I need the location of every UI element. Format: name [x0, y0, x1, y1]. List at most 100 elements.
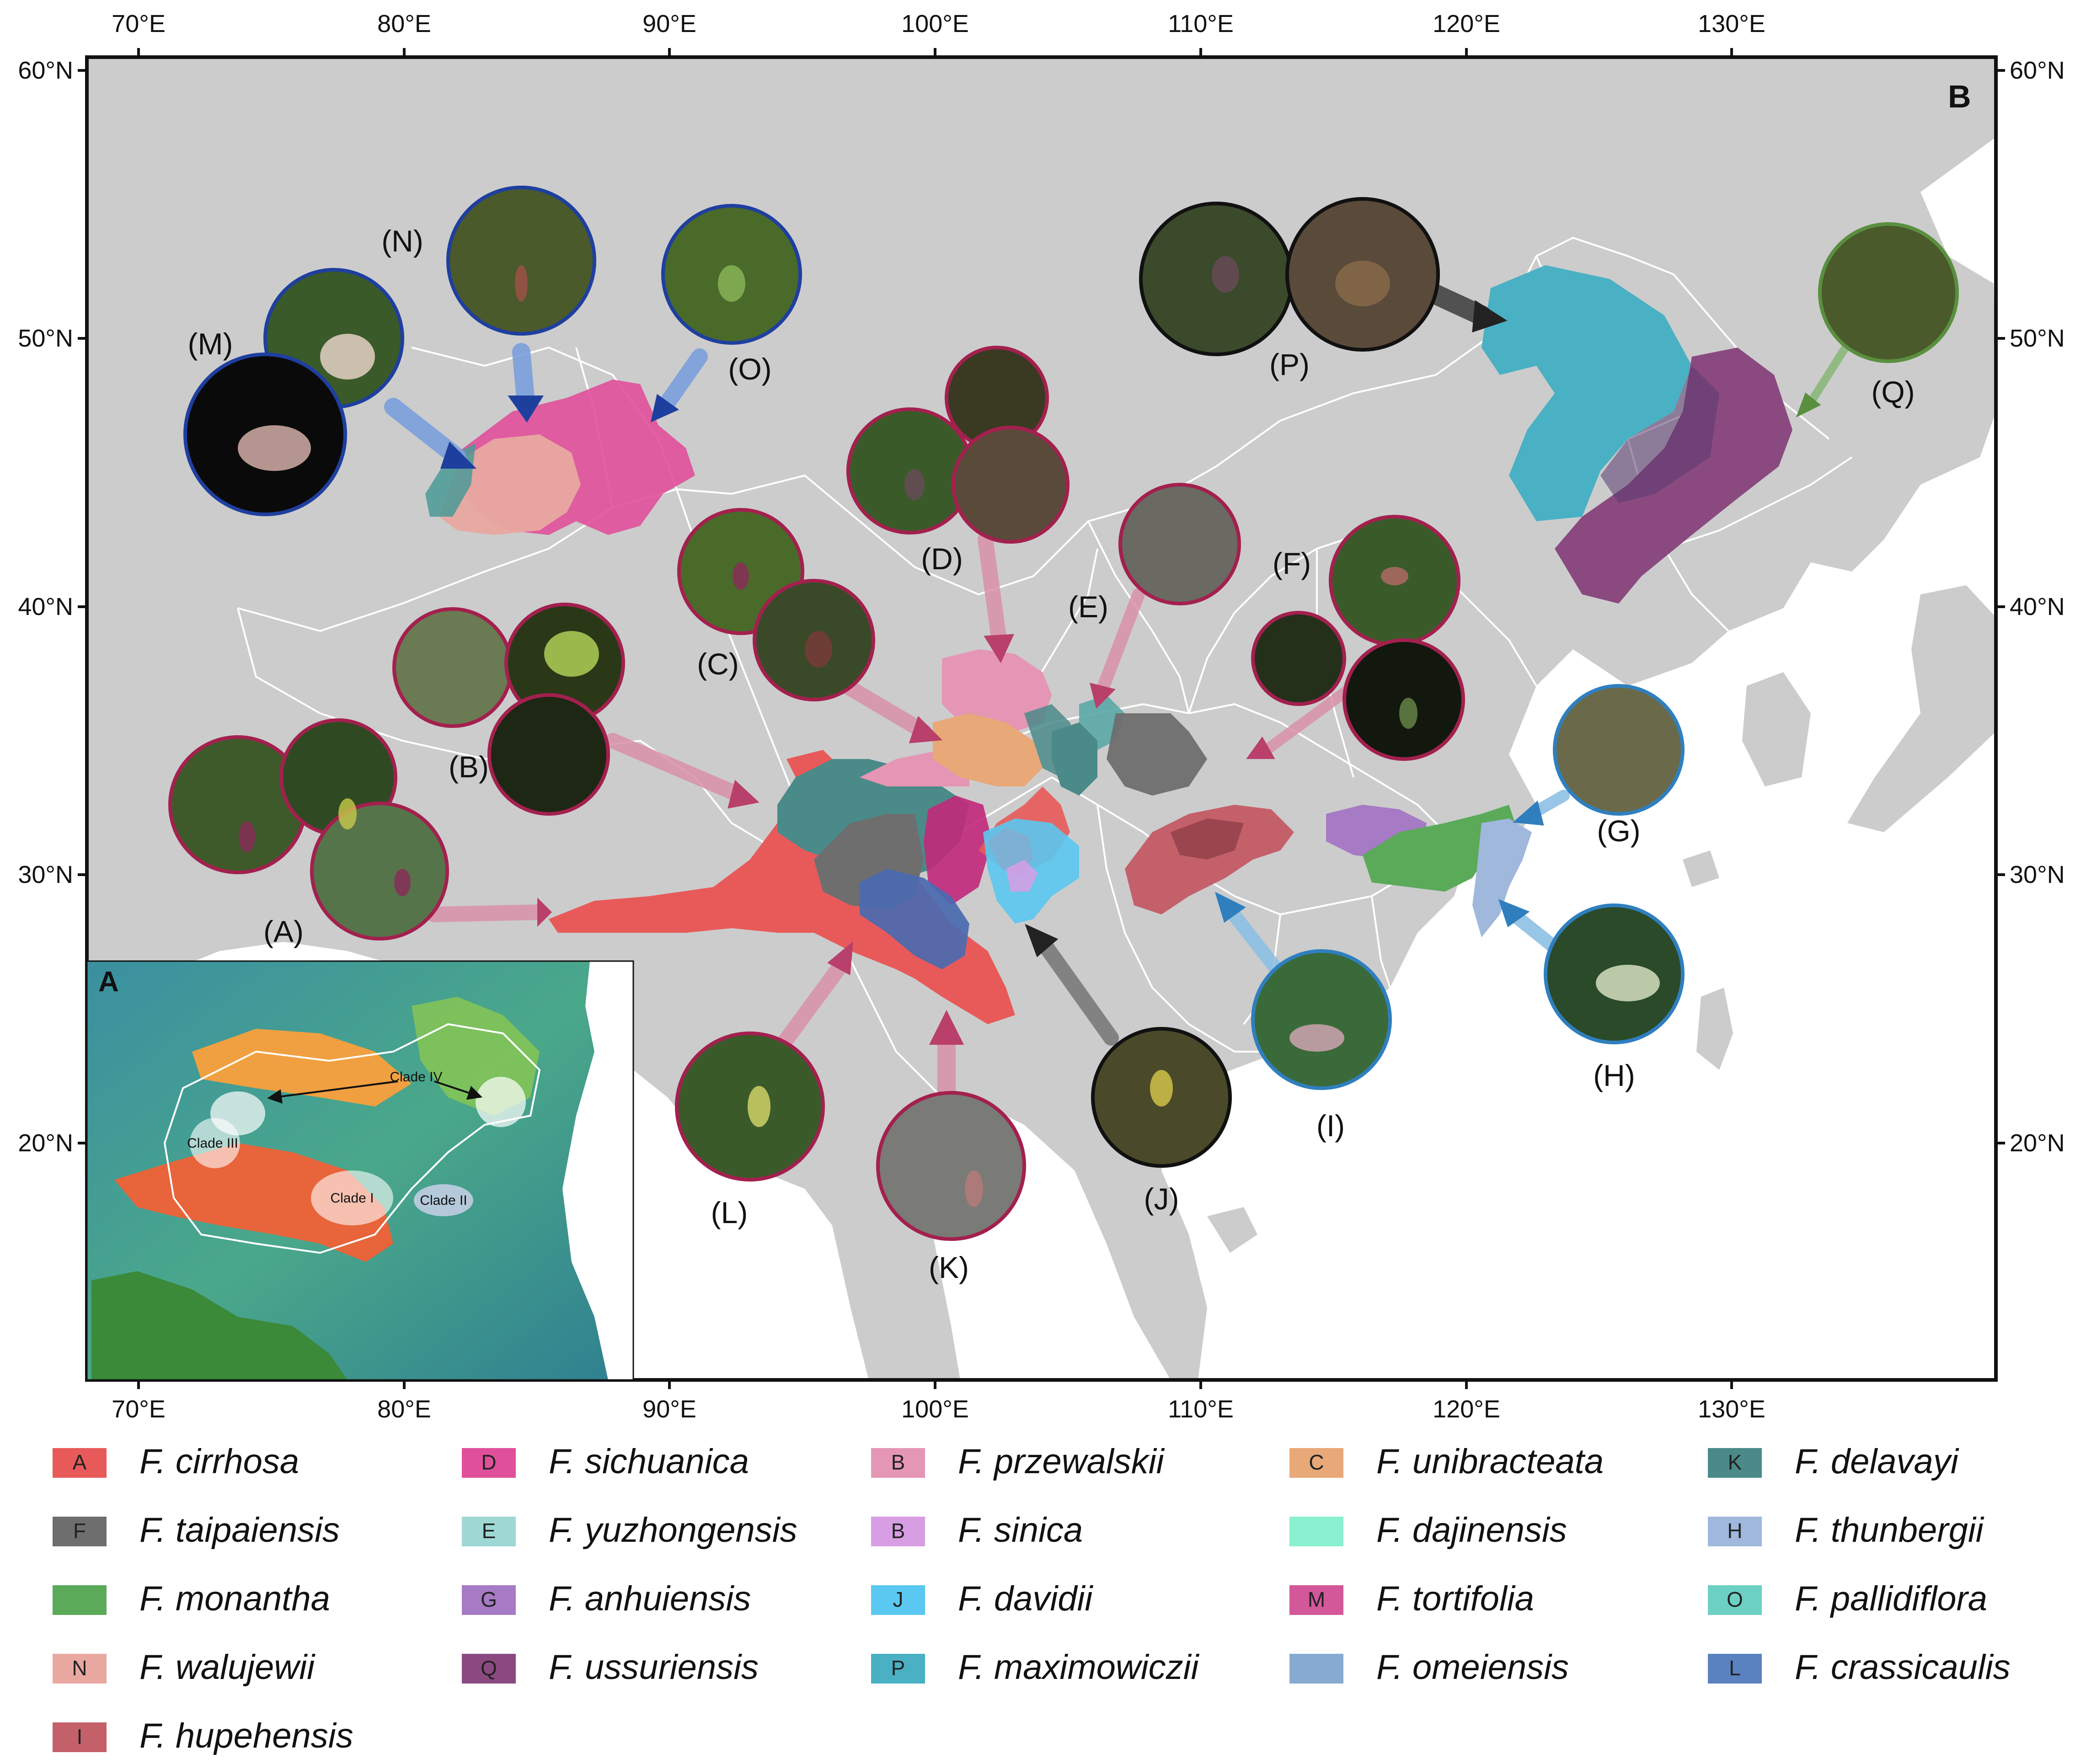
- arrow-i: [1223, 903, 1287, 981]
- x-tick-label: 80°E: [377, 1395, 431, 1423]
- y-tick-label: 60°N: [2010, 57, 2065, 84]
- inset-label-clade-iii: Clade III: [187, 1136, 238, 1151]
- inset-panel-a: Clade IV Clade III Clade I Clade II A: [86, 960, 634, 1381]
- arrow-n: [512, 343, 535, 412]
- legend-code: N: [72, 1656, 87, 1680]
- legend-item: P F. maximowiczii: [871, 1648, 1200, 1687]
- pointer-arrows: [384, 278, 1870, 1129]
- photo-label-g: (G): [1597, 814, 1640, 848]
- legend-swatch: [1289, 1448, 1343, 1478]
- legend-name: F. anhuiensis: [549, 1579, 751, 1618]
- photo-label-i: (I): [1316, 1109, 1345, 1143]
- clade-iii-ellipse: [190, 1118, 240, 1168]
- legend-item: J F. davidii: [871, 1579, 1093, 1618]
- x-tick-label: 120°E: [1433, 10, 1500, 37]
- legend-swatch: [53, 1654, 107, 1684]
- photo-label-d: (D): [921, 542, 963, 576]
- legend-swatch: [1289, 1585, 1343, 1615]
- legend-name: F. delavayi: [1795, 1442, 1959, 1481]
- inset-label-clade-i: Clade I: [330, 1191, 374, 1206]
- photo-f-2: [1251, 611, 1346, 706]
- legend-item: F F. taipaiensis: [53, 1511, 340, 1550]
- range-f-crassicaulis: [860, 869, 969, 969]
- legend-name: F. hupehensis: [139, 1716, 353, 1755]
- legend-item: Q F. ussuriensis: [462, 1648, 759, 1687]
- legend-name: F. pallidiflora: [1795, 1579, 1987, 1618]
- photo-n: [446, 186, 596, 336]
- legend-swatch: [53, 1517, 107, 1546]
- legend-swatch: [1708, 1585, 1762, 1615]
- legend-name: F. walujewii: [139, 1648, 316, 1687]
- photo-f-3: [1343, 638, 1465, 761]
- photo-a-3: [310, 802, 449, 941]
- legend-name: F. davidii: [958, 1579, 1093, 1618]
- range-f-hupehensis: [1125, 805, 1294, 914]
- legend-swatch: [1289, 1654, 1343, 1684]
- photo-b-3: [487, 693, 610, 816]
- legend-name: F. sinica: [958, 1511, 1083, 1550]
- legend-name: F. omeiensis: [1376, 1648, 1569, 1687]
- photo-label-p: (P): [1269, 347, 1310, 381]
- photo-label-a: (A): [263, 914, 304, 948]
- axis-ticks: [78, 48, 2005, 1389]
- legend-item: F. dajinensis: [1289, 1511, 1567, 1550]
- inset-label-clade-ii: Clade II: [420, 1193, 467, 1208]
- legend-name: F. przewalskii: [958, 1442, 1165, 1481]
- legend-name: F. monantha: [139, 1579, 330, 1618]
- legend-swatch: [462, 1517, 516, 1546]
- legend-swatch: [1708, 1517, 1762, 1546]
- legend-code: B: [891, 1519, 905, 1543]
- legend-name: F. sichuanica: [549, 1442, 749, 1481]
- legend-item: E F. yuzhongensis: [462, 1511, 797, 1550]
- photo-label-e: (E): [1068, 590, 1108, 624]
- photo-label-k: (K): [929, 1251, 969, 1284]
- legend-code: M: [1308, 1588, 1325, 1611]
- legend-item: I F. hupehensis: [53, 1716, 353, 1755]
- photo-label-n: (N): [381, 224, 423, 258]
- range-f-cirrhosa: [549, 750, 1015, 1024]
- legend-item: N F. walujewii: [53, 1648, 316, 1687]
- legend-code: E: [482, 1519, 496, 1543]
- legend-name: F. unibracteata: [1376, 1442, 1604, 1481]
- map-panel-b: 70°E 80°E 90°E 100°E 110°E 120°E 130°E 7…: [18, 10, 2065, 1423]
- photo-label-f: (F): [1273, 546, 1311, 580]
- photo-label-m: (M): [188, 327, 233, 361]
- y-tick-labels-left: 60°N 50°N 40°N 30°N 20°N: [18, 57, 73, 1157]
- inset-label-clade-iv: Clade IV: [390, 1069, 442, 1085]
- legend-code: O: [1727, 1588, 1743, 1611]
- x-tick-label: 70°E: [112, 10, 166, 37]
- legend-item: M F. tortifolia: [1289, 1579, 1534, 1618]
- legend-name: F. yuzhongensis: [549, 1511, 797, 1550]
- legend-item: H F. thunbergii: [1708, 1511, 1984, 1550]
- arrow-b: [605, 733, 749, 803]
- clade-ii-ellipse: [414, 1184, 473, 1216]
- photo-e: [1118, 483, 1241, 605]
- legend-code: J: [893, 1588, 904, 1611]
- photo-b-1: [392, 607, 513, 728]
- y-tick-label: 30°N: [18, 861, 73, 888]
- legend-swatch: [871, 1585, 925, 1615]
- arrow-e: [1096, 588, 1145, 697]
- legend-swatch: [1289, 1517, 1343, 1546]
- range-f-thunbergii: [1472, 818, 1532, 937]
- range-f-walujewii: [439, 434, 581, 535]
- photo-d-3: [952, 426, 1070, 544]
- x-tick-label: 110°E: [1168, 1395, 1234, 1423]
- photo-label-o: (O): [728, 352, 771, 386]
- range-f-sinica: [1006, 860, 1038, 892]
- legend-item: O F. pallidiflora: [1708, 1579, 1987, 1618]
- photo-k: [876, 1091, 1026, 1241]
- legend-swatch: [53, 1722, 107, 1752]
- legend-item: C F. unibracteata: [1289, 1442, 1604, 1481]
- legend-name: F. tortifolia: [1376, 1579, 1534, 1618]
- photo-label-h: (H): [1593, 1058, 1635, 1092]
- legend: A F. cirrhosa D F. sichuanica B F. przewalski…: [53, 1442, 2011, 1755]
- legend-item: K F. delavayi: [1708, 1442, 1959, 1481]
- photo-label-j: (J): [1144, 1182, 1179, 1216]
- arrow-d: [978, 532, 1007, 648]
- legend-swatch: [1708, 1654, 1762, 1684]
- legend-item: F. monantha: [53, 1579, 330, 1618]
- photo-i: [1251, 949, 1392, 1090]
- y-tick-label: 40°N: [18, 593, 73, 620]
